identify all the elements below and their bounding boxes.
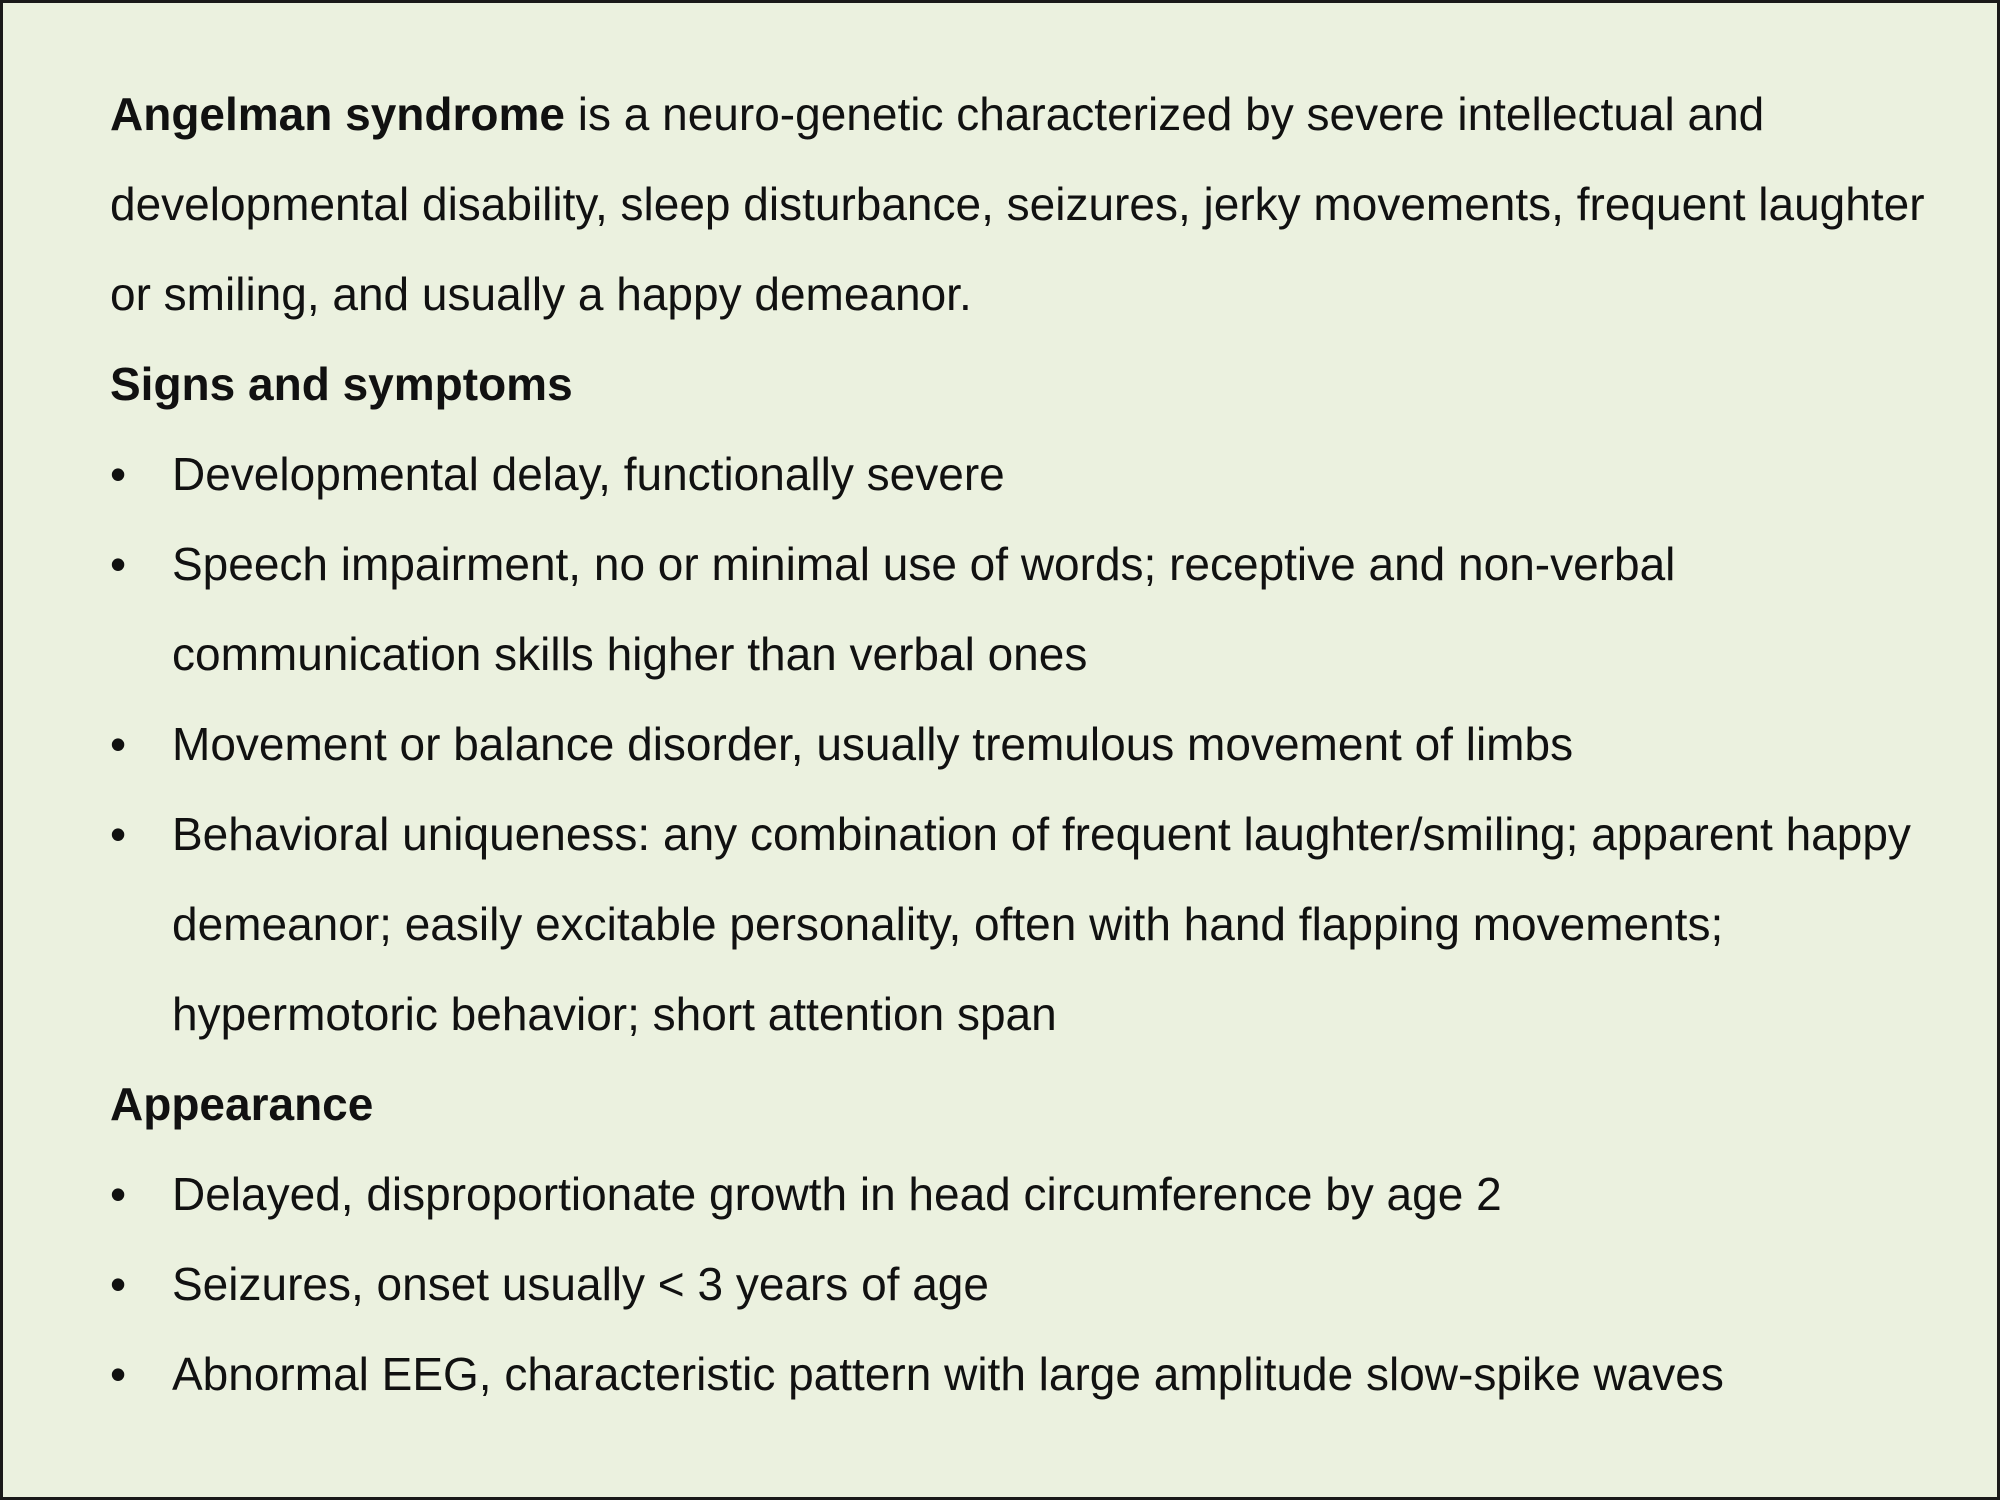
list-item: • Seizures, onset usually < 3 years of ag… [110, 1239, 1970, 1329]
list-item-text: Seizures, onset usually < 3 years of age [172, 1258, 989, 1310]
intro-paragraph: Angelman syndrome is a neuro-genetic cha… [110, 69, 1970, 339]
section-heading-appearance: Appearance [110, 1078, 374, 1130]
list-item: • Developmental delay, functionally sever… [110, 429, 1970, 519]
list-item: • Speech impairment, no or minimal use of… [110, 519, 1970, 699]
signs-list: • Developmental delay, functionally sever… [110, 429, 1970, 1059]
bullet-icon: • [110, 808, 127, 860]
list-item-text: Movement or balance disorder, usually tr… [172, 718, 1574, 770]
appearance-list: • Delayed, disproportionate growth in hea… [110, 1149, 1970, 1419]
bullet-icon: • [110, 448, 127, 500]
list-item: • Movement or balance disorder, usually t… [110, 699, 1970, 789]
list-item-text: Behavioral uniqueness: any combination o… [172, 808, 1911, 1040]
section-heading-signs: Signs and symptoms [110, 358, 573, 410]
list-item-text: Speech impairment, no or minimal use of … [172, 538, 1676, 680]
bullet-icon: • [110, 1168, 127, 1220]
intro-term: Angelman syndrome [110, 88, 565, 140]
bullet-icon: • [110, 1258, 127, 1310]
slide-content: Angelman syndrome is a neuro-genetic cha… [110, 69, 1970, 1419]
list-item: • Delayed, disproportionate growth in hea… [110, 1149, 1970, 1239]
intro-text: is a neuro-genetic characterized by seve… [110, 88, 1925, 320]
list-item: • Behavioral uniqueness: any combination … [110, 789, 1970, 1059]
list-item: • Abnormal EEG, characteristic pattern wi… [110, 1329, 1970, 1419]
bullet-icon: • [110, 718, 127, 770]
bullet-icon: • [110, 538, 127, 590]
list-item-text: Developmental delay, functionally severe [172, 448, 1005, 500]
list-item-text: Abnormal EEG, characteristic pattern wit… [172, 1348, 1724, 1400]
bullet-icon: • [110, 1348, 127, 1400]
list-item-text: Delayed, disproportionate growth in head… [172, 1168, 1502, 1220]
